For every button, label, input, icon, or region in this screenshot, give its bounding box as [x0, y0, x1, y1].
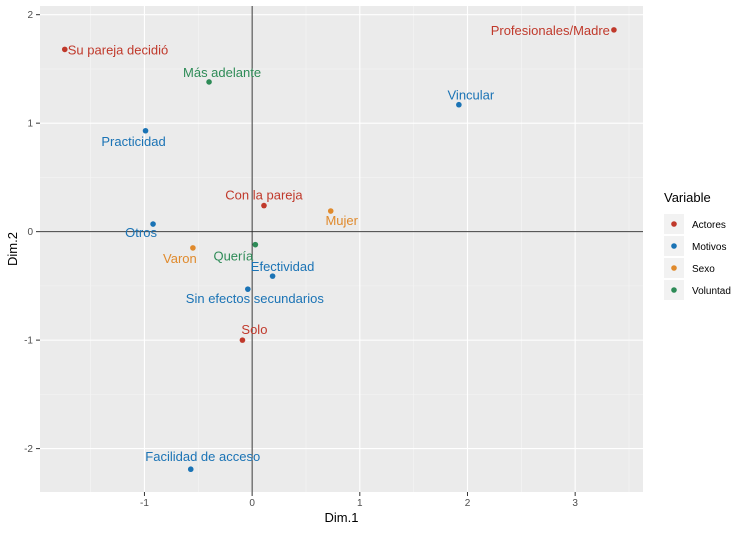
data-point-solo — [239, 337, 246, 343]
data-point-vincular — [456, 101, 462, 108]
legend-entry-label: Actores — [692, 220, 726, 231]
y-tick-label: -2 — [24, 444, 33, 455]
plot-panel — [40, 6, 643, 492]
x-tick-label: 1 — [357, 498, 363, 509]
data-point-otros — [150, 221, 156, 227]
legend-entry-label: Motivos — [692, 242, 726, 253]
panel-background — [40, 6, 643, 492]
data-label: Quería — [213, 249, 254, 264]
data-label: Varon — [163, 251, 197, 266]
data-label: Vincular — [448, 88, 495, 103]
legend-entry-label: Voluntad — [692, 286, 731, 297]
data-label: Más adelante — [183, 65, 261, 80]
legend-title: Variable — [664, 190, 711, 205]
data-point-con-la-pareja — [261, 202, 267, 209]
data-point-mujer — [327, 208, 334, 214]
legend: Variable Actores Motivos Sexo Voluntad — [664, 190, 731, 300]
data-labels: Profesionales/Madre Su pareja decidió Con … — [68, 23, 610, 464]
data-point-facilidad-de-acceso — [187, 466, 194, 473]
data-label: Practicidad — [101, 134, 165, 149]
legend-marker-sexo — [671, 265, 677, 271]
x-axis-title: Dim.1 — [325, 510, 359, 525]
axes: -1 0 1 2 3 -2 -1 0 1 2 Dim.1 Dim.2 — [5, 10, 578, 525]
data-point-sin-efectos-secundarios — [245, 286, 251, 292]
data-point-varon — [190, 245, 196, 251]
x-tick-label: 0 — [249, 498, 255, 509]
x-tick-label: 3 — [572, 498, 578, 509]
data-label: Profesionales/Madre — [491, 23, 610, 38]
y-axis-title: Dim.2 — [5, 232, 20, 266]
y-tick-label: 2 — [27, 10, 33, 21]
data-point-mas-adelante — [206, 79, 212, 85]
data-point-profesionales-madre — [611, 27, 617, 33]
legend-marker-motivos — [671, 243, 677, 249]
data-label: Mujer — [325, 213, 358, 228]
y-tick-label: -1 — [24, 336, 33, 347]
y-tick-label: 0 — [27, 227, 33, 238]
data-label: Sin efectos secundarios — [186, 291, 325, 306]
data-points — [61, 27, 617, 473]
legend-marker-actores — [671, 221, 677, 227]
data-point-efectividad — [269, 273, 276, 279]
data-point-practicidad — [142, 127, 149, 134]
data-point-queria — [252, 241, 259, 248]
y-tick-label: 1 — [27, 119, 33, 130]
data-label: Con la pareja — [225, 188, 303, 203]
data-point-su-pareja-decidio — [61, 46, 68, 53]
x-tick-label: 2 — [465, 498, 471, 509]
data-label: Facilidad de acceso — [145, 449, 260, 464]
data-label: Su pareja decidió — [68, 42, 168, 57]
legend-entry-label: Sexo — [692, 264, 715, 275]
data-label: Solo — [241, 322, 267, 337]
x-tick-label: -1 — [140, 498, 149, 509]
data-label: Efectividad — [251, 259, 315, 274]
data-label: Otros — [125, 225, 157, 240]
legend-marker-voluntad — [671, 287, 677, 293]
